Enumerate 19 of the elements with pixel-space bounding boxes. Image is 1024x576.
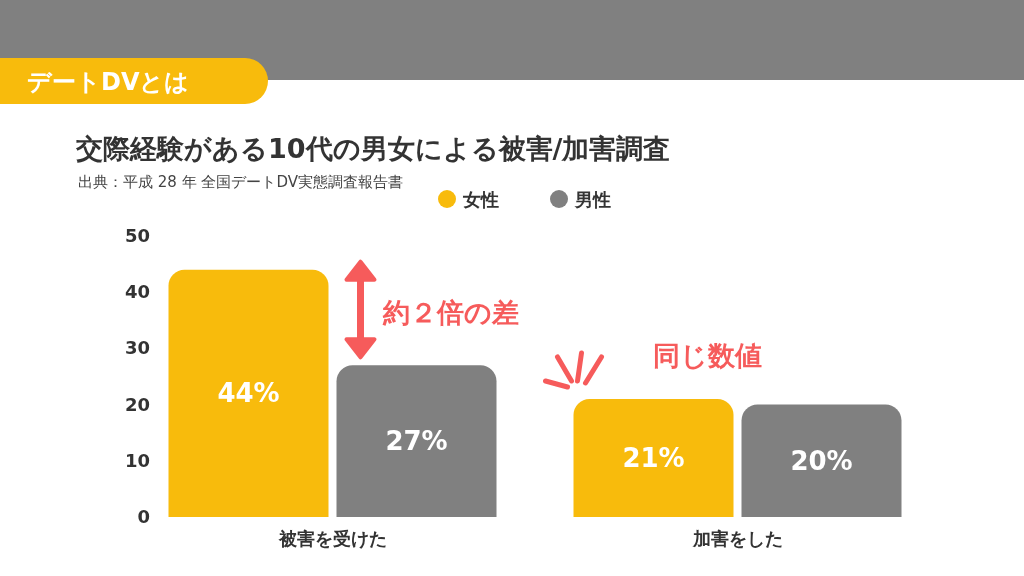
- annotation: 同じ数値: [653, 339, 762, 371]
- x-tick-label: 被害を受けた: [277, 528, 387, 549]
- y-tick-label: 30: [124, 337, 150, 359]
- x-tick-label: 加害をした: [691, 528, 783, 549]
- y-tick-label: 20: [124, 393, 150, 415]
- data-label: 27%: [385, 426, 448, 457]
- data-label: 21%: [622, 442, 685, 473]
- y-tick-label: 0: [137, 506, 150, 527]
- y-tick-label: 10: [124, 449, 150, 471]
- text: デートDVとは: [27, 68, 190, 96]
- chart-title: 交際経験がある10代の男女による被害/加害調査: [75, 133, 671, 164]
- data-label: 20%: [790, 445, 853, 476]
- annotation: 約２倍の差: [381, 296, 519, 328]
- legend-label: 女性: [462, 189, 499, 210]
- legend-label: 男性: [574, 189, 611, 210]
- data-label: 44%: [217, 378, 280, 409]
- y-tick-label: 40: [124, 281, 150, 303]
- y-tick-label: 50: [124, 225, 150, 246]
- chart-subtitle: 出典：平成 28 年 全国デートDV実態調査報告書: [78, 173, 403, 191]
